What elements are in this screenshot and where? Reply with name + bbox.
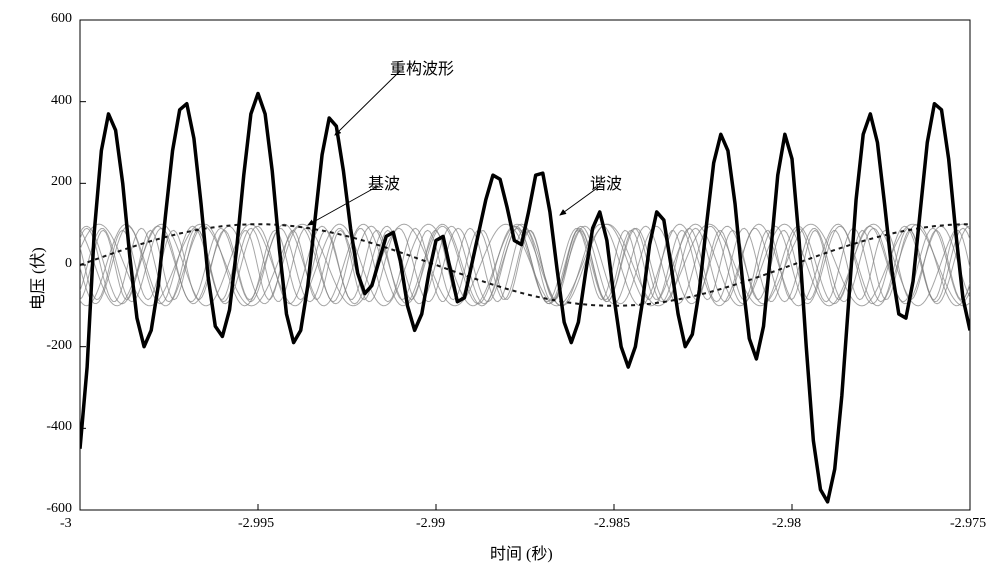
y-tick-label: 0 xyxy=(65,256,72,272)
plot-svg xyxy=(0,0,1000,568)
annotation-harmonic: 谐波 xyxy=(590,170,622,194)
annotation-reconstructed: 重构波形 xyxy=(390,55,454,79)
x-tick-label: -2.985 xyxy=(594,516,630,532)
y-tick-label: -600 xyxy=(46,501,72,517)
annotation-arrow-reconstructed xyxy=(335,71,400,135)
y-tick-label: 400 xyxy=(51,93,72,109)
chart-container: 电压 (伏) 时间 (秒) -3-2.995-2.99-2.985-2.98-2… xyxy=(0,0,1000,568)
y-tick-label: 600 xyxy=(51,11,72,27)
annotation-fundamental: 基波 xyxy=(368,170,400,194)
x-tick-label: -2.995 xyxy=(238,516,274,532)
x-tick-label: -2.99 xyxy=(416,516,445,532)
y-tick-label: -200 xyxy=(46,338,72,354)
x-tick-label: -2.975 xyxy=(950,516,986,532)
x-tick-label: -3 xyxy=(60,516,72,532)
x-tick-label: -2.98 xyxy=(772,516,801,532)
y-tick-label: -400 xyxy=(46,419,72,435)
annotation-arrows xyxy=(308,71,600,225)
y-tick-label: 200 xyxy=(51,174,72,190)
